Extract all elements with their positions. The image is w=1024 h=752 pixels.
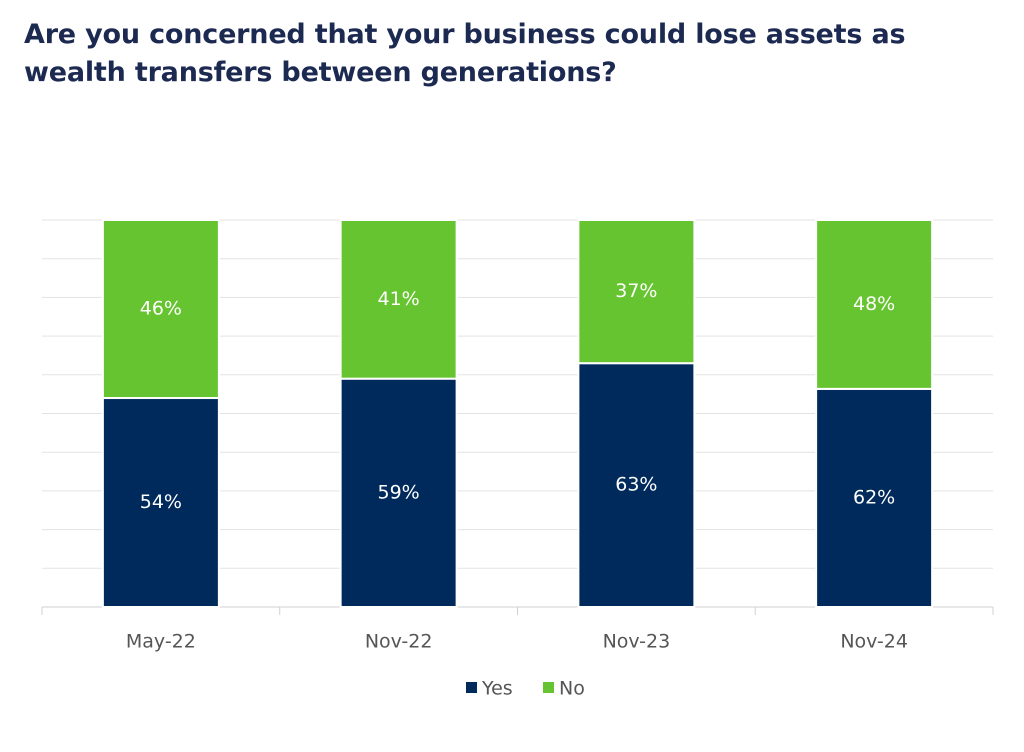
bar-segment [101,397,220,608]
chart-title: Are you concerned that your business cou… [24,19,906,88]
legend-label: No [559,678,585,700]
legend-label: Yes [481,678,513,700]
bar-segment [339,219,458,380]
x-tick-label: Nov-23 [603,631,671,653]
data-label: 63% [615,474,657,496]
data-label: 48% [853,293,895,315]
x-tick-label: May-22 [126,631,196,653]
data-label: 59% [378,481,420,503]
legend-swatch [543,682,554,693]
x-tick-label: Nov-24 [840,631,908,653]
bar-segment [339,377,458,609]
data-label: 41% [378,288,420,310]
bar-segment [101,219,220,400]
bar-segment [815,219,934,390]
data-label: 46% [140,298,182,320]
data-label: 54% [140,491,182,513]
bar-segment [577,219,696,365]
bar-segment [577,362,696,608]
legend-swatch [466,682,477,693]
x-tick-label: Nov-22 [365,631,433,653]
bar-segment [815,387,934,609]
data-label: 62% [853,486,895,508]
data-label: 37% [615,280,657,302]
